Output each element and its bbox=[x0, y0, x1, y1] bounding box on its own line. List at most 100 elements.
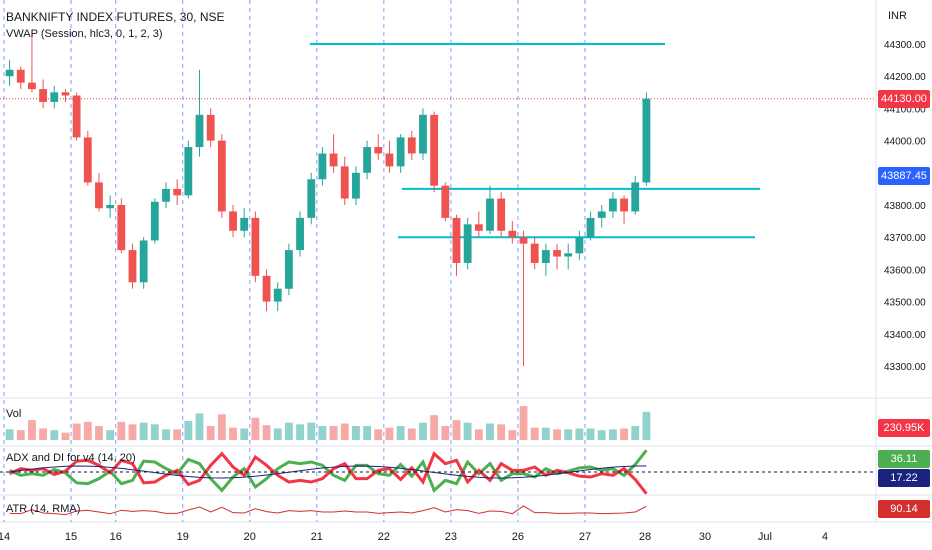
candle-body bbox=[530, 243, 539, 263]
y-tick-label: 43500.00 bbox=[884, 298, 926, 309]
x-tick-label: 22 bbox=[378, 531, 390, 543]
candle-body bbox=[597, 211, 606, 218]
candle-body bbox=[162, 188, 170, 202]
candle-body bbox=[631, 182, 640, 212]
candle-body bbox=[508, 230, 517, 238]
candle-body bbox=[575, 237, 584, 254]
candle-body bbox=[217, 140, 226, 212]
candle-body bbox=[139, 240, 148, 283]
candle-body bbox=[486, 198, 494, 231]
candle-body bbox=[39, 89, 48, 102]
candle-body bbox=[150, 201, 159, 241]
volume-bar bbox=[363, 426, 372, 440]
candle-body bbox=[307, 179, 316, 218]
vwap-indicator-label[interactable]: VWAP (Session, hlc3, 0, 1, 2, 3) bbox=[6, 28, 163, 40]
volume-bar bbox=[620, 428, 628, 440]
volume-bar bbox=[61, 432, 70, 440]
candle-body bbox=[72, 95, 81, 138]
volume-bar bbox=[240, 428, 249, 440]
candle-body bbox=[273, 288, 282, 302]
volume-bar bbox=[16, 430, 25, 440]
atr-line bbox=[9, 505, 647, 516]
y-tick-label: 44300.00 bbox=[884, 40, 926, 51]
adx-pane-label[interactable]: ADX and DI for v4 (14, 20) bbox=[6, 452, 136, 464]
candle-body bbox=[184, 147, 193, 196]
volume-pane-label[interactable]: Vol bbox=[6, 408, 22, 420]
atr-badge: 90.14 bbox=[878, 500, 930, 518]
candle-body bbox=[474, 224, 483, 231]
candle-body bbox=[5, 69, 14, 77]
x-tick-label: 30 bbox=[699, 531, 711, 543]
volume-bar bbox=[340, 423, 349, 440]
candle-body bbox=[553, 250, 561, 257]
candle-body bbox=[374, 147, 383, 154]
x-tick-label: 27 bbox=[579, 531, 591, 543]
volume-bar bbox=[296, 424, 304, 440]
di-minus-line bbox=[8, 451, 648, 495]
volume-bar bbox=[553, 429, 561, 440]
volume-badge: 230.95K bbox=[878, 419, 930, 437]
y-tick-label: 43700.00 bbox=[884, 233, 926, 244]
volume-bar bbox=[206, 426, 215, 440]
candle-body bbox=[419, 114, 427, 154]
volume-bar bbox=[441, 426, 450, 440]
volume-bar bbox=[162, 429, 170, 440]
candle-body bbox=[586, 217, 595, 238]
candle-body bbox=[463, 224, 472, 263]
volume-bar bbox=[642, 411, 651, 440]
last-price-badge: 44130.00 bbox=[878, 90, 930, 108]
candle-body bbox=[61, 92, 70, 96]
volume-bar bbox=[329, 426, 338, 440]
y-tick-label: 43300.00 bbox=[884, 362, 926, 373]
candle-body bbox=[296, 217, 304, 251]
volume-bar bbox=[564, 429, 573, 440]
y-tick-label: 44100.00 bbox=[884, 104, 926, 115]
volume-bar bbox=[117, 421, 126, 440]
volume-bar bbox=[530, 427, 539, 440]
x-tick-label: 21 bbox=[311, 531, 323, 543]
volume-bar bbox=[407, 428, 416, 440]
volume-bar bbox=[28, 420, 36, 440]
volume-bar bbox=[150, 424, 159, 440]
volume-bar bbox=[541, 427, 550, 440]
x-tick-label: 4 bbox=[822, 531, 828, 543]
candle-body bbox=[262, 275, 271, 302]
y-tick-label: 43600.00 bbox=[884, 265, 926, 276]
candle-body bbox=[620, 198, 628, 212]
candle-body bbox=[497, 198, 506, 231]
candle-body bbox=[363, 147, 372, 173]
x-tick-label: 20 bbox=[244, 531, 256, 543]
volume-bar bbox=[486, 423, 494, 440]
volume-bar bbox=[508, 430, 517, 440]
candle-body bbox=[452, 217, 461, 263]
volume-bar bbox=[72, 423, 81, 440]
y-tick-label: 43400.00 bbox=[884, 330, 926, 341]
volume-bar bbox=[173, 429, 182, 440]
volume-bar bbox=[519, 406, 528, 440]
x-tick-label: Jul bbox=[758, 531, 772, 543]
adx-level-badge: 17.22 bbox=[878, 469, 930, 487]
volume-bar bbox=[95, 426, 103, 440]
candle-body bbox=[396, 137, 405, 167]
candle-body bbox=[519, 237, 528, 244]
candle-body bbox=[229, 211, 237, 231]
candle-body bbox=[318, 153, 327, 180]
x-tick-label: 15 bbox=[65, 531, 77, 543]
volume-bar bbox=[452, 420, 461, 440]
volume-bar bbox=[229, 427, 237, 440]
volume-bar bbox=[474, 429, 483, 440]
x-tick-label: 14 bbox=[0, 531, 10, 543]
atr-pane-label[interactable]: ATR (14, RMA) bbox=[6, 503, 81, 515]
candle-body bbox=[16, 69, 25, 83]
candle-body bbox=[128, 250, 137, 283]
candle-body bbox=[608, 198, 617, 212]
candle-body bbox=[329, 153, 338, 167]
candle-body bbox=[430, 114, 439, 186]
volume-bar bbox=[83, 421, 92, 440]
volume-bar bbox=[396, 426, 405, 440]
volume-bar bbox=[106, 430, 115, 440]
volume-bar bbox=[307, 422, 316, 440]
candle-body bbox=[541, 250, 550, 263]
candle-body bbox=[95, 182, 103, 209]
